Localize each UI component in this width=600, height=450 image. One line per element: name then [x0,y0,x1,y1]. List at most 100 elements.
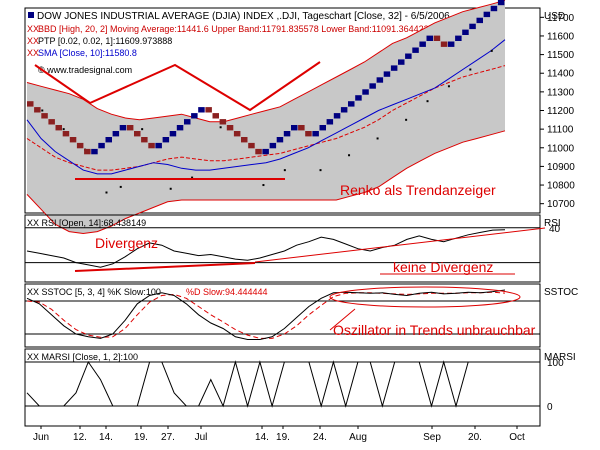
bollinger-band-fill [27,0,505,234]
psar-dot [219,126,222,129]
watermark: © www.tradesignal.com [38,65,132,75]
renko-brick-down [34,107,41,113]
annotation-rsi-low-line [74,262,256,272]
sstoc-label-d: %D Slow:94.444444 [186,287,268,297]
psar-dot [62,128,65,131]
x-tick-label: 24. [313,432,327,443]
sma-line [26,39,506,175]
renko-brick-up [355,95,362,101]
renko-brick-up [340,107,348,113]
renko-brick-down [48,119,55,125]
renko-brick-down [141,137,148,143]
renko-brick-up [184,119,191,125]
rsi-plot-area [24,214,541,283]
renko-brick-up [198,107,205,113]
price-axis: 11700 11600 11500 11400 11300 11200 11100 11000… [540,13,575,210]
marsi-label: XX MARSI [Close, 1, 2]:100 [27,352,138,362]
renko-brick-down [305,131,312,137]
price-panel: 11700 11600 11500 11400 11300 11200 11100 11000… [24,0,575,235]
sstoc-panel: XX SSTOC [5, 3, 4] %K Slow:100 %D Slow:9… [24,283,578,348]
renko-brick-down [205,107,212,113]
x-tick-label: Aug [349,432,367,443]
renko-brick-down [248,142,255,149]
renko-brick-down [41,113,48,119]
renko-brick-up [376,77,384,83]
renko-brick-up [176,125,184,131]
psar-dot [405,118,408,121]
price-tick-label: 10800 [547,181,575,192]
x-tick-label: 27. [161,432,175,443]
psar-dot [119,185,122,188]
rsi-tick-label: 40 [549,224,561,235]
x-tick-label: Jun [33,432,49,443]
psar-dot [348,154,351,157]
legend-entry: PTP [0.02, 0.02, 1]:11609.973888 [38,36,172,46]
renko-brick-up [455,35,462,41]
renko-brick-up [98,142,105,149]
psar-dot [426,100,429,103]
rsi-label: XX RSI [Open, 14]:68.438149 [27,218,146,228]
renko-brick-up [369,83,376,89]
renko-brick-up [119,125,127,131]
x-tick-label: Sep [423,432,441,443]
x-tick-label: 19. [134,432,148,443]
renko-brick-down [219,119,227,125]
rsi-panel: XX RSI [Open, 14]:68.438149 RSI 40 Diver… [24,214,561,283]
renko-brick-up [162,137,170,143]
renko-brick-up [105,137,112,143]
renko-brick-down [62,131,70,137]
x-tick-label: 14. [99,432,113,443]
price-tick-label: 11100 [547,125,574,136]
legend-entry: BBD [High, 20, 2] Moving Average:11441.6… [38,24,429,34]
renko-brick-up [383,71,391,77]
renko-brick-up [469,23,476,30]
sstoc-annotation: Oszillator in Trends unbrauchbar [333,322,536,338]
renko-brick-down [255,148,262,155]
psar-dot [376,137,379,140]
price-tick-label: 11500 [547,50,575,61]
renko-brick-down [298,125,305,131]
renko-brick-up [155,142,162,149]
renko-brick-down [440,41,448,47]
rsi-annotation-keine-divergenz: keine Divergenz [393,259,493,275]
renko-brick-up [291,125,298,131]
rsi-line [26,229,506,268]
renko-brick-up [497,0,505,6]
psar-dot [105,191,108,194]
price-tick-label: 10700 [547,199,575,210]
renko-brick-up [169,131,177,137]
legend-prefix: XX [27,48,39,58]
title-square-icon [28,12,34,18]
renko-brick-up [490,5,498,12]
price-tick-label: 11400 [547,69,575,80]
psar-dot [262,184,265,187]
x-tick-label: Oct [509,432,525,443]
renko-brick-up [483,11,491,18]
legend-prefix: XX [27,36,39,46]
x-tick-label: 12. [73,432,87,443]
price-tick-label: 11300 [547,87,575,98]
legend-prefix: XX [27,24,39,34]
renko-brick-down [84,148,91,155]
currency-label: USD [544,11,565,22]
renko-brick-up [191,113,198,119]
x-tick-label: 20. [468,432,482,443]
renko-brick-up [462,29,469,35]
renko-brick-down [69,137,77,143]
renko-brick-up [405,53,412,59]
psar-dot [490,49,493,52]
renko-brick-down [212,113,219,119]
price-tick-label: 10900 [547,162,575,173]
renko-brick-up [426,35,433,41]
rsi-tag: RSI [544,218,561,229]
renko-brick-down [226,125,234,131]
sstoc-label-k: XX SSTOC [5, 3, 4] %K Slow:100 [27,287,161,297]
renko-brick-up [276,137,284,143]
chart-title: DOW JONES INDUSTRIAL AVERAGE (DJIA) INDE… [37,11,504,22]
x-axis: Jun 12. 14. 19. 27. Jul 14. 19. 24. Aug Sep 20. Oct [33,426,525,443]
renko-brick-down [126,125,134,131]
renko-brick-up [112,131,120,137]
psar-dot [283,169,286,172]
renko-brick-up [283,131,291,137]
